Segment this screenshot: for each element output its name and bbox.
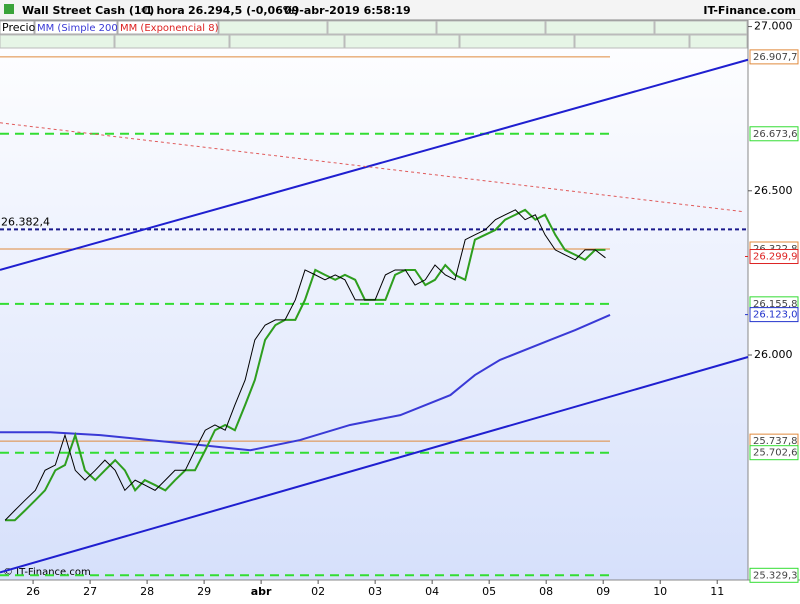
legend-box bbox=[34, 20, 118, 35]
price-label: 26.123,0 bbox=[753, 310, 798, 321]
level-label-box bbox=[749, 567, 799, 583]
x-tick-label: 29 bbox=[197, 585, 211, 598]
trendline bbox=[0, 122, 745, 213]
level-label: 25.702,6 bbox=[753, 448, 798, 459]
legend-sma: MM (Simple 200) bbox=[37, 23, 122, 34]
blurred-legend-boxes bbox=[0, 20, 748, 49]
legend-box bbox=[0, 20, 35, 35]
x-tick-label: 26 bbox=[26, 585, 40, 598]
level-label-box bbox=[749, 49, 799, 65]
x-tick-label: 27 bbox=[83, 585, 97, 598]
trendline bbox=[0, 58, 749, 271]
marks: 26 27 28 29 abr 02 03 04 05 08 09 10 11 27.000 26.500 2… bbox=[0, 20, 799, 598]
x-tick-label: 28 bbox=[140, 585, 154, 598]
legend-box bbox=[117, 20, 219, 35]
level-label-box bbox=[749, 126, 799, 142]
level-label: 26.382,4 bbox=[1, 215, 50, 228]
legend-ema: MM (Exponencial 8) bbox=[120, 23, 219, 34]
x-tick-label: abr bbox=[251, 585, 272, 598]
x-tick-label: 05 bbox=[482, 585, 496, 598]
level-label: 25.737,8 bbox=[753, 436, 798, 447]
price-label-box bbox=[749, 307, 799, 323]
legend-price: Precio bbox=[2, 21, 36, 34]
trendline bbox=[0, 356, 749, 574]
x-tick-label: 08 bbox=[539, 585, 553, 598]
x-tick-label: 02 bbox=[311, 585, 325, 598]
x-tick-label: 09 bbox=[596, 585, 610, 598]
y-tick-label: 26.000 bbox=[754, 348, 793, 361]
series-line bbox=[4, 209, 606, 521]
price-label-box bbox=[749, 249, 799, 265]
header-bar bbox=[0, 0, 800, 20]
level-label: 26.155,8 bbox=[753, 299, 798, 310]
instrument: Wall Street Cash (1€) bbox=[22, 4, 154, 17]
x-tick-label: 11 bbox=[710, 585, 724, 598]
y-tick-label: 26.500 bbox=[754, 184, 793, 197]
logo-icon bbox=[4, 4, 14, 14]
x-tick-label: 04 bbox=[425, 585, 439, 598]
price-label: 26.299,9 bbox=[753, 252, 798, 263]
level-label: 25.329,3 bbox=[753, 570, 798, 581]
level-label: 26.673,6 bbox=[753, 129, 798, 140]
brand: IT-Finance.com bbox=[703, 4, 796, 17]
series-line bbox=[0, 314, 611, 452]
y-tick-label: 27.000 bbox=[754, 20, 793, 33]
period: 1 hora bbox=[145, 4, 185, 17]
level-label: 26.907,7 bbox=[753, 52, 798, 63]
quote: 26.294,5 (-0,06%) bbox=[188, 4, 299, 17]
level-label-box bbox=[749, 445, 799, 461]
timestamp: 09-abr-2019 6:58:19 bbox=[284, 4, 411, 17]
x-tick-label: 03 bbox=[368, 585, 382, 598]
series-line bbox=[5, 208, 606, 522]
watermark: © IT-Finance.com bbox=[3, 567, 91, 578]
x-tick-label: 10 bbox=[653, 585, 667, 598]
